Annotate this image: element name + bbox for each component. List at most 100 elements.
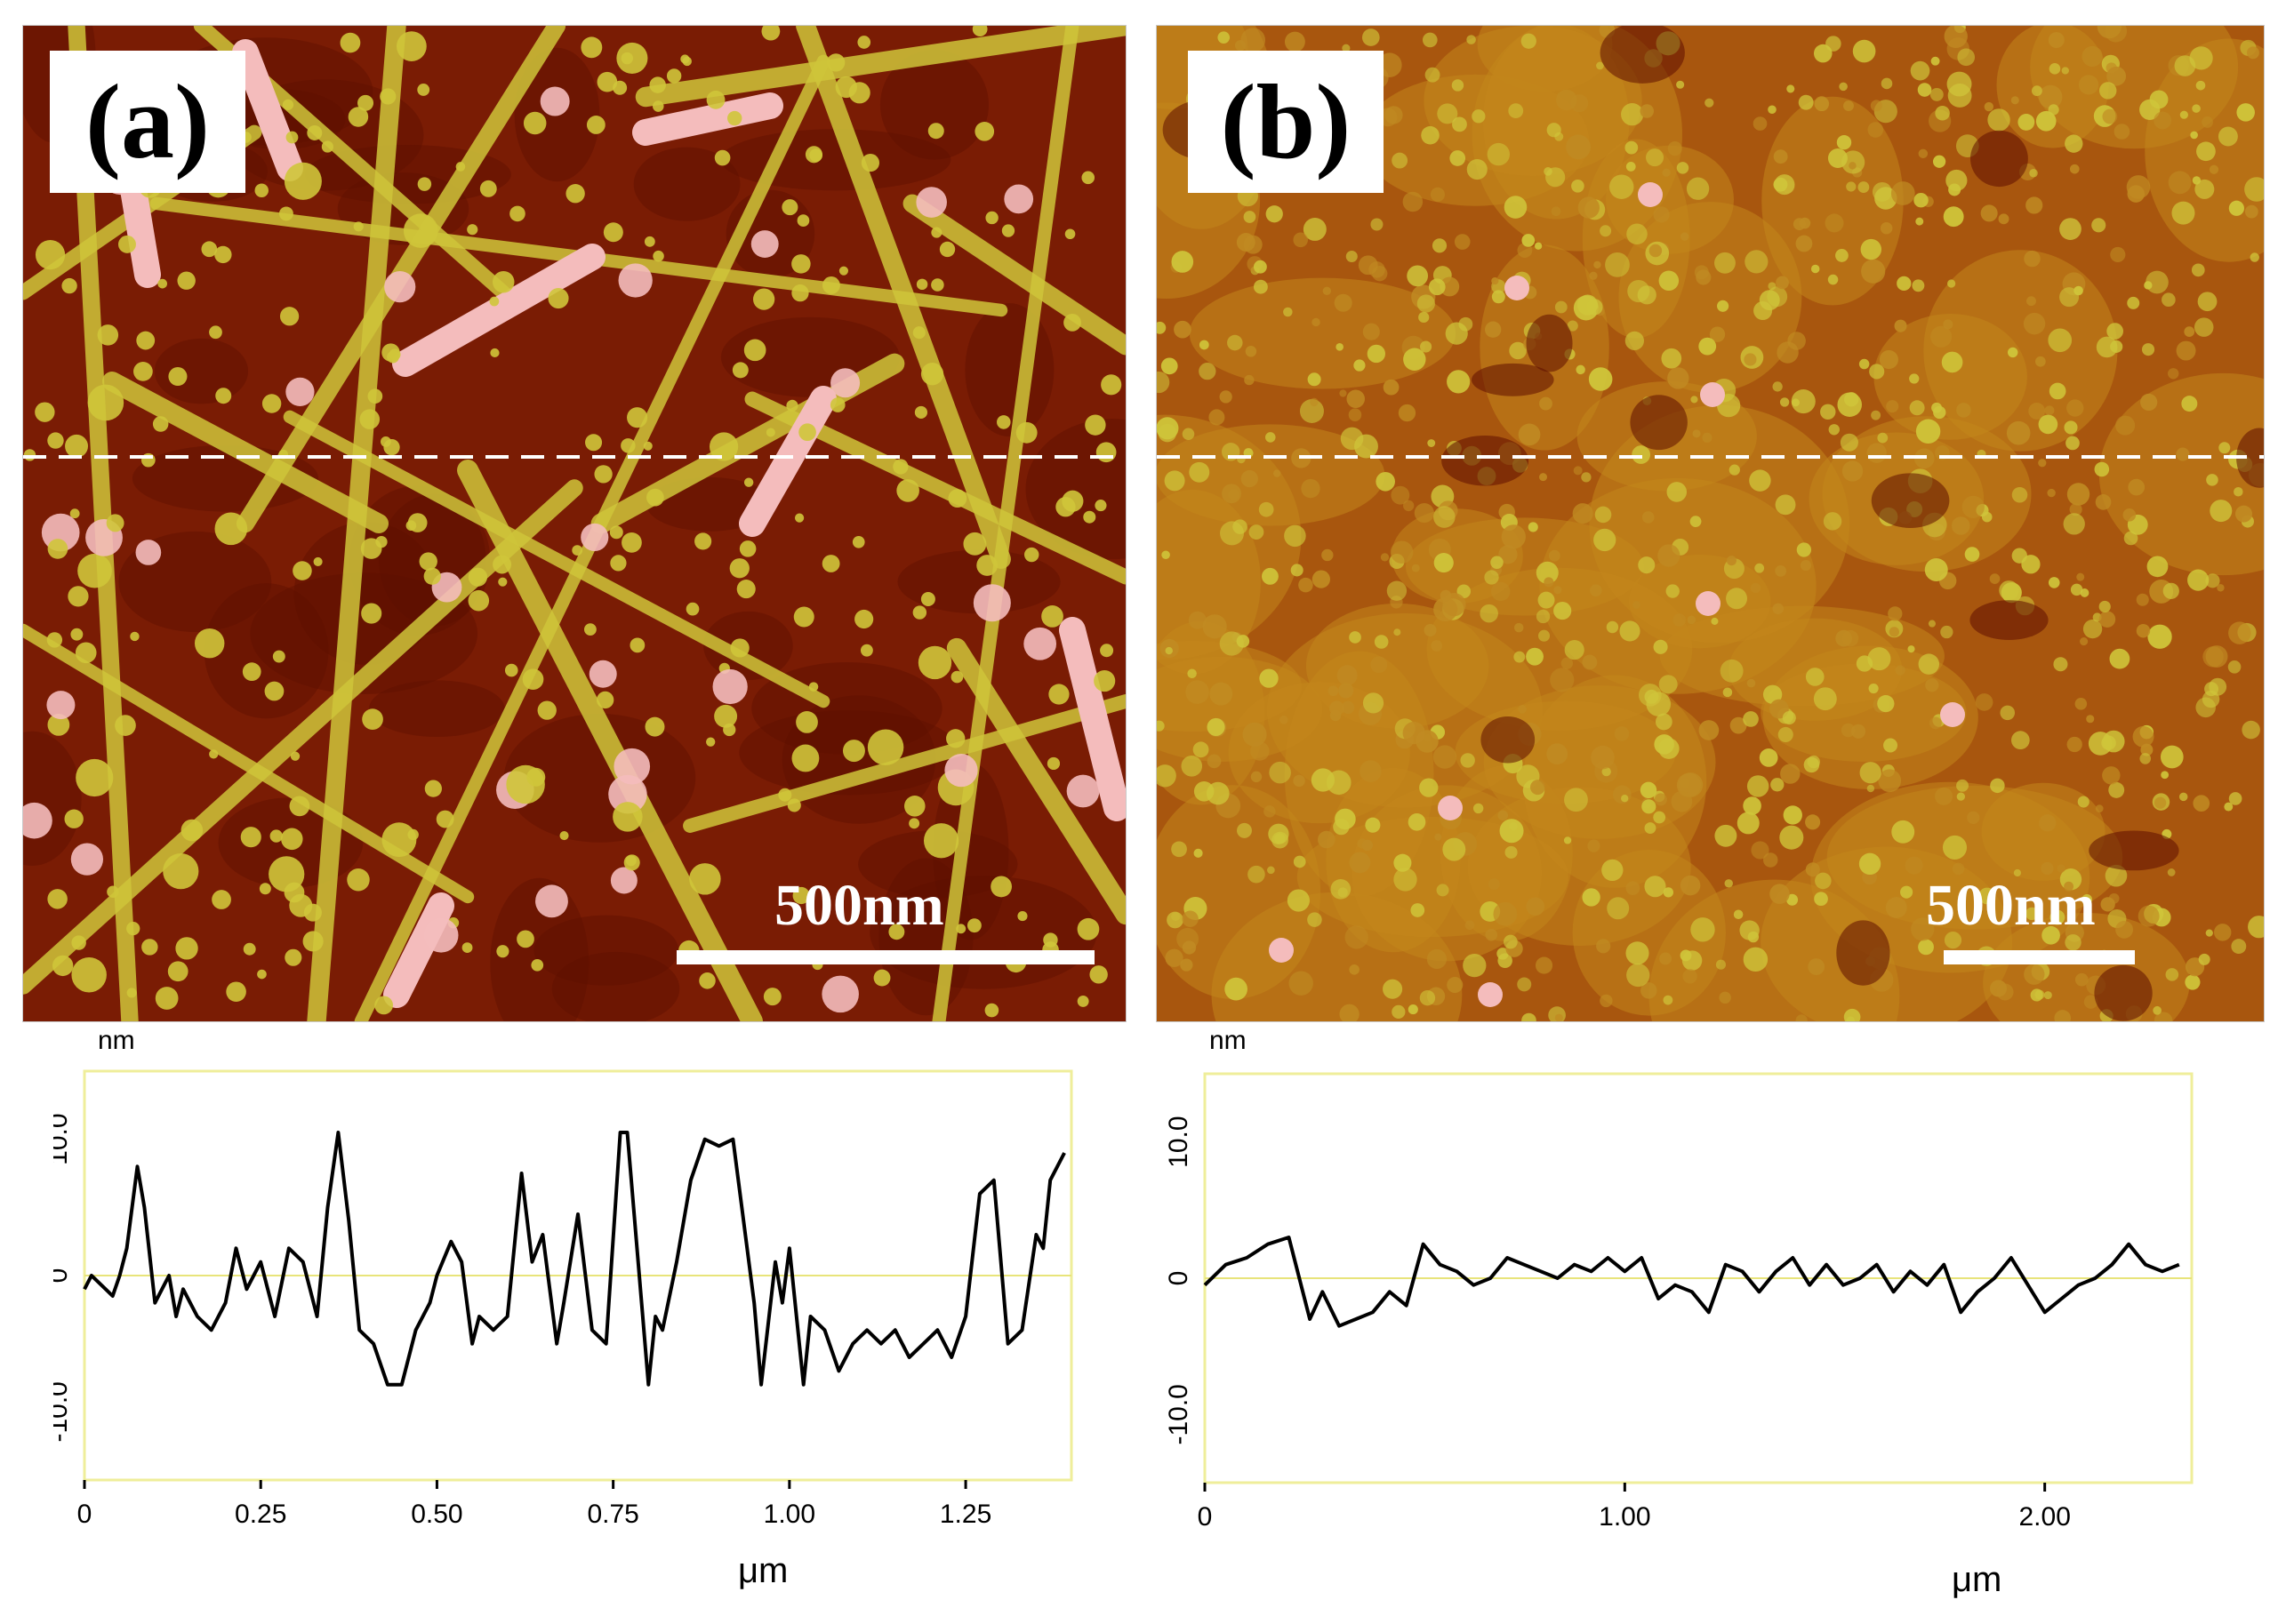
x-tick-label: 1.00 [764, 1500, 815, 1529]
grain [1422, 32, 1438, 48]
y-tick-label: -10.0 [53, 1381, 73, 1442]
particle [1066, 774, 1100, 808]
grain [1581, 472, 1592, 483]
particle [77, 553, 112, 588]
grain [1433, 552, 1454, 573]
grain [1984, 101, 1994, 112]
particle [621, 52, 634, 65]
grain [1837, 392, 1862, 417]
grain [1915, 419, 1941, 444]
grain [1975, 693, 1993, 711]
fiber [902, 194, 1126, 356]
grain [2228, 621, 2251, 644]
grain [2106, 62, 2117, 74]
grain [1284, 524, 1306, 548]
grain [2115, 920, 2134, 939]
particle [261, 394, 282, 413]
grain [1596, 939, 1611, 954]
grain [1894, 319, 1907, 332]
particle [282, 99, 294, 110]
grain [2149, 90, 2169, 109]
particle [285, 377, 315, 406]
grain [2074, 972, 2089, 987]
grain [1434, 833, 1442, 841]
grain [1157, 764, 1176, 788]
grain [1165, 948, 1183, 967]
grain [1181, 756, 1203, 777]
afm-image-b: (b) 500nm [1156, 25, 2265, 1022]
particle [1083, 510, 1096, 524]
grain [1776, 276, 1789, 290]
grain [1454, 234, 1471, 250]
grain [1665, 584, 1680, 598]
particle [35, 239, 66, 270]
grain [2038, 459, 2047, 468]
grain [2030, 988, 2043, 1002]
grain [1447, 977, 1464, 994]
grain [1877, 694, 1895, 713]
grain [1851, 724, 1866, 739]
grain [1307, 912, 1322, 927]
grain [1310, 397, 1319, 407]
grain [1182, 428, 1195, 441]
grain [1593, 260, 1601, 269]
grain [1637, 285, 1656, 305]
dark-region [533, 915, 679, 986]
grain [1747, 931, 1760, 943]
grain [2064, 881, 2074, 892]
particle [630, 637, 646, 653]
grain [1799, 217, 1811, 229]
grain [1563, 836, 1572, 844]
pit [1526, 314, 1573, 372]
particle [822, 555, 840, 572]
grain [1783, 805, 1802, 825]
grain [1891, 820, 1915, 844]
grain [2074, 698, 2088, 710]
grain [1905, 856, 1923, 875]
grain [1686, 177, 1710, 200]
grain [2049, 382, 2066, 400]
grain [1813, 44, 1833, 63]
fiber [683, 694, 1126, 833]
dark-region [897, 549, 1061, 614]
grain [1362, 323, 1380, 340]
particle [646, 488, 664, 507]
particle [71, 935, 86, 950]
grain [1222, 484, 1241, 504]
fiber-peak [392, 244, 606, 377]
particle [285, 948, 302, 966]
grain [1244, 374, 1255, 386]
height-profile-a: nm μm 0 0.25 0.50 0.75 1.00 1.25 10.0 0 -10.0 [53, 1026, 1073, 1590]
grain [2195, 80, 2206, 91]
grain [1588, 367, 1613, 391]
particle [302, 931, 324, 952]
grain [1846, 181, 1857, 192]
particle [47, 889, 68, 909]
grain [1786, 893, 1799, 906]
grain [2194, 317, 2214, 337]
particle [572, 545, 583, 556]
grain [2000, 705, 2016, 721]
grain [1227, 334, 1243, 351]
dark-region [633, 147, 741, 221]
particle [340, 32, 361, 53]
grain [2191, 263, 2205, 277]
grain [1680, 949, 1692, 962]
grain [1640, 104, 1655, 118]
grain [1743, 947, 1769, 972]
particle [985, 211, 999, 225]
grain [1393, 868, 1417, 892]
grain [1746, 775, 1769, 797]
grain [1719, 991, 1731, 1004]
grain [1698, 720, 1720, 740]
scale-bar-label-b: 500nm [1926, 873, 2096, 938]
grain [1237, 822, 1252, 838]
pit [1441, 436, 1529, 486]
grain [1393, 853, 1412, 872]
particle [709, 432, 739, 461]
particle [967, 918, 982, 933]
particle [798, 423, 816, 442]
grain [1464, 920, 1475, 931]
particle [70, 843, 104, 876]
particle [362, 708, 383, 730]
